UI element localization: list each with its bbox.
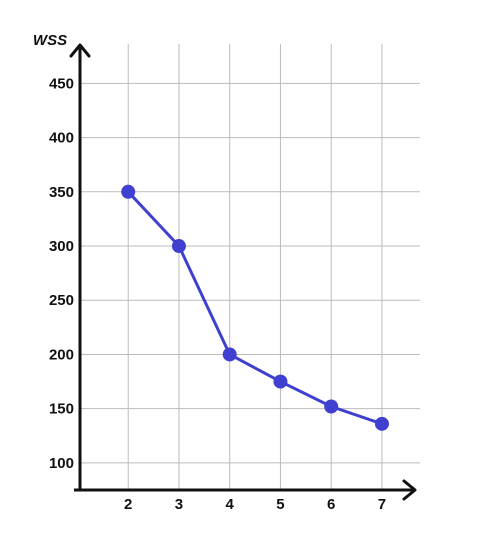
x-tick-label: 5 [276,496,284,513]
x-tick-labels: 2 3 4 5 6 7 [124,496,386,513]
y-tick-label: 250 [49,292,74,309]
x-tick-label: 7 [378,496,386,513]
data-point [374,416,389,431]
data-point [324,399,339,414]
x-tick-label: 4 [226,496,235,513]
x-tick-label: 6 [327,496,335,513]
grid [80,44,420,490]
data-point [121,184,136,199]
data-point [171,239,186,254]
x-tick-label: 2 [124,496,132,513]
y-tick-labels: 100 150 200 250 300 350 400 450 [49,75,74,472]
y-tick-label: 150 [49,401,74,418]
y-tick-label: 450 [49,75,74,92]
x-tick-label: 3 [175,496,183,513]
series-wss [121,184,389,431]
x-axis-arrow-icon [402,479,417,501]
y-tick-label: 400 [49,130,74,147]
y-axis-arrow-icon [69,43,91,58]
axes [69,43,417,501]
data-point [273,374,288,389]
y-tick-label: 300 [49,238,74,255]
y-tick-label: 200 [49,346,74,363]
series-line [127,190,383,426]
data-point [222,347,237,362]
y-tick-label: 100 [49,455,74,472]
y-tick-label: 350 [49,184,74,201]
y-axis-title: WSS [33,32,67,49]
